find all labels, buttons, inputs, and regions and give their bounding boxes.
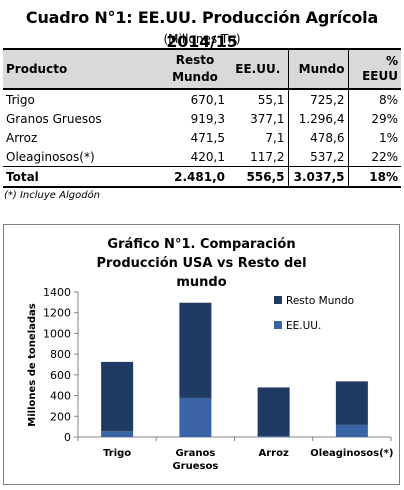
cell-total-label: Total (3, 166, 145, 188)
cell-eeuu: 7,1 (265, 130, 285, 145)
y-tick-label: 200 (50, 410, 71, 423)
cell-resto-mundo: 471,5 (190, 130, 225, 145)
header-resto-mundo: Resto Mundo (145, 49, 228, 89)
cell-product: Trigo (6, 92, 35, 107)
cell-pct: 1% (347, 128, 401, 147)
chart-area: Gráfico N°1. Comparación Producción USA … (3, 224, 400, 485)
legend-label: Resto Mundo (286, 295, 354, 307)
table-title: Cuadro N°1: EE.UU. Producción Agrícola 2… (25, 8, 379, 51)
cell-total-resto-mundo: 2.481,0 (145, 166, 228, 188)
cell-mundo: 1.296,4 (287, 109, 348, 128)
header-eeuu: EE.UU. (235, 61, 281, 76)
table-header-row: Producto Resto Mundo EE.UU. Mundo % EEUU (3, 49, 401, 89)
x-category-label: Trigo (103, 448, 131, 459)
cell-eeuu: 377,1 (250, 111, 285, 126)
y-tick-label: 400 (50, 390, 71, 403)
legend-swatch (274, 296, 282, 304)
cell-eeuu: 55,1 (257, 92, 285, 107)
y-tick-label: 800 (50, 348, 71, 361)
x-category-label: Gruesos (172, 461, 218, 472)
table-total-row: Total 2.481,0 556,5 3.037,5 18% (3, 166, 401, 188)
legend-swatch (274, 321, 282, 329)
table-subtitle: (Millones Tn) (163, 32, 241, 46)
x-category-label: Granos (175, 448, 215, 459)
bar-segment-eeuu (257, 436, 290, 437)
cell-pct: 22% (347, 147, 401, 167)
cell-total-mundo: 3.037,5 (287, 166, 348, 188)
y-tick-label: 1200 (43, 307, 71, 320)
x-category-label: Arroz (258, 448, 288, 459)
table-row: Oleaginosos(*) 420,1 117,2 537,2 22% (3, 147, 401, 167)
cell-pct: 29% (347, 109, 401, 128)
header-mundo: Mundo (287, 49, 348, 89)
cell-mundo: 725,2 (287, 89, 348, 109)
legend-label: EE.UU. (286, 320, 321, 332)
stacked-bar-chart: 0 200 400 600 800 1000 1200 1400 Millones de ton… (27, 285, 393, 472)
chart-title: Gráfico N°1. Comparación Producción USA … (4, 235, 399, 292)
cell-resto-mundo: 670,1 (190, 92, 225, 107)
production-table-section: Cuadro N°1: EE.UU. Producción Agrícola 2… (3, 3, 401, 204)
y-tick-label: 600 (50, 369, 71, 382)
table-footnote: (*) Incluye Algodón (4, 190, 101, 201)
cell-product: Arroz (6, 130, 38, 145)
bar-segment-resto-mundo (101, 361, 134, 432)
cell-product: Granos Gruesos (6, 111, 102, 126)
bar-segment-resto-mundo (335, 381, 368, 425)
header-producto: Producto (6, 61, 68, 76)
bar-segment-eeuu (335, 424, 368, 437)
cell-mundo: 478,6 (287, 128, 348, 147)
cell-pct: 8% (347, 89, 401, 109)
header-resto-mundo-label: Resto Mundo (172, 53, 218, 84)
table-row: Trigo 670,1 55,1 725,2 8% (3, 89, 401, 109)
y-axis-title: Millones de toneladas (27, 303, 38, 426)
cell-total-eeuu: 556,5 (228, 166, 288, 188)
header-pct-eeuu: % EEUU (347, 49, 401, 89)
table-row: Granos Gruesos 919,3 377,1 1.296,4 29% (3, 109, 401, 128)
cell-product: Oleaginosos(*) (6, 149, 95, 164)
bar-segment-resto-mundo (179, 302, 212, 398)
chart-title-text: Gráfico N°1. Comparación Producción USA … (96, 237, 307, 290)
bar-segment-resto-mundo (257, 387, 290, 437)
x-category-label: Oleaginosos(*) (310, 448, 393, 459)
y-tick-label: 1400 (43, 286, 71, 299)
bar-segment-eeuu (101, 431, 134, 437)
cell-total-pct: 18% (347, 166, 401, 188)
cell-resto-mundo: 420,1 (190, 149, 225, 164)
y-tick-label: 1000 (43, 327, 71, 340)
legend-box (267, 285, 379, 339)
cell-resto-mundo: 919,3 (190, 111, 225, 126)
cell-eeuu: 117,2 (250, 149, 285, 164)
production-table: Producto Resto Mundo EE.UU. Mundo % EEUU… (3, 48, 401, 188)
y-tick-label: 0 (64, 431, 71, 444)
bar-segment-eeuu (179, 397, 212, 437)
cell-mundo: 537,2 (287, 147, 348, 167)
table-row: Arroz 471,5 7,1 478,6 1% (3, 128, 401, 147)
